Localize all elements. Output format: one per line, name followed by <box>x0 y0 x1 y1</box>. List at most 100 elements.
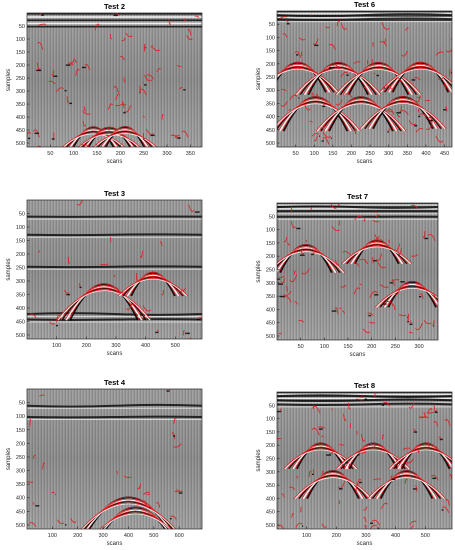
layer-reflection <box>27 318 202 321</box>
hyperbola-reflection <box>367 476 446 500</box>
detected-edge <box>33 129 40 138</box>
detected-edge <box>288 486 296 490</box>
surface-reflection <box>27 16 202 18</box>
detected-edge <box>311 92 314 97</box>
y-tick-label: 100 <box>16 414 25 420</box>
detected-edge <box>359 258 369 265</box>
hyperbola-reflection <box>102 508 169 529</box>
detected-edge <box>405 27 409 32</box>
y-tick-label: 500 <box>16 523 25 529</box>
hyperbola-reflection <box>278 98 353 132</box>
y-tick-label: 500 <box>266 141 275 147</box>
hyperbola-reflection <box>379 68 452 93</box>
hyperbola-reflection <box>68 128 119 147</box>
detected-edge <box>356 398 364 401</box>
detected-edge <box>282 33 288 38</box>
detected-edge <box>449 474 452 479</box>
detected-edge <box>156 329 159 332</box>
y-tick-label: 200 <box>266 443 275 449</box>
detected-edge <box>291 444 351 469</box>
detected-edge <box>435 446 438 449</box>
detected-edge <box>305 470 361 499</box>
y-tick-label: 200 <box>266 254 275 260</box>
detected-edge <box>296 475 299 479</box>
panel-2: Test 6 50 100 150 200 250 300 350 400 450 50 100 150… <box>256 0 453 165</box>
detected-edge <box>328 43 336 51</box>
panel-4: Test 7 50 100 150 200 250 300 50 100 150 200 250 300… <box>256 192 439 358</box>
detected-edge <box>396 112 401 118</box>
detected-edge <box>407 313 409 322</box>
y-tick-label: 450 <box>266 510 275 516</box>
detected-edge <box>87 126 132 147</box>
y-tick-label: 500 <box>16 333 25 339</box>
x-tick-label: 250 <box>139 151 148 157</box>
surface-reflection <box>277 11 452 13</box>
layer-reflection <box>27 415 202 419</box>
detected-edge <box>402 447 411 450</box>
detected-edge <box>125 273 181 297</box>
y-tick-label: 300 <box>266 88 275 94</box>
y-tick-label: 350 <box>266 483 275 489</box>
hyperbola-reflection <box>342 245 412 265</box>
hyperbola-reflection <box>57 289 151 321</box>
hyperbola-reflection <box>65 130 122 147</box>
detected-edge <box>277 100 357 132</box>
hyperbola-reflection <box>81 503 176 529</box>
detected-edge <box>135 273 138 281</box>
hyperbola-reflection <box>100 513 171 529</box>
detected-edge <box>391 304 396 311</box>
radargram-image <box>27 389 202 529</box>
detected-edge <box>69 62 74 66</box>
detected-edge <box>77 132 141 147</box>
surface-reflection <box>27 25 202 28</box>
detected-edge <box>398 247 403 255</box>
detected-edge <box>187 28 192 36</box>
y-tick-label: 450 <box>266 128 275 134</box>
detected-edge <box>277 102 361 132</box>
layer-reflection <box>277 394 452 398</box>
detected-edge <box>356 478 362 487</box>
detected-edge <box>386 281 438 308</box>
detected-edge <box>282 96 349 132</box>
detected-edge <box>419 293 424 299</box>
detected-edge <box>334 307 339 315</box>
hyperbola-reflection <box>383 66 452 93</box>
detected-edge <box>404 478 408 484</box>
detected-edge <box>279 408 282 411</box>
x-tick-label: 200 <box>73 533 82 539</box>
detected-edge <box>145 128 155 135</box>
y-tick-label: 100 <box>266 417 275 423</box>
detected-edge <box>283 296 292 303</box>
hyperbola-reflection <box>277 246 337 274</box>
detected-edge <box>374 287 438 308</box>
detected-edge <box>277 248 342 273</box>
detected-edge <box>358 451 367 454</box>
detected-edge <box>84 63 91 71</box>
detected-edge <box>96 130 154 147</box>
detected-edge <box>381 88 385 91</box>
detected-edge <box>363 217 366 222</box>
detected-edge <box>378 285 438 308</box>
detected-edge <box>387 64 452 93</box>
detected-edge <box>294 68 382 95</box>
detected-edge <box>379 470 434 499</box>
detected-edge <box>64 289 70 294</box>
surface-reflection <box>277 393 452 395</box>
detected-edge <box>322 103 325 106</box>
detected-edge <box>387 108 395 115</box>
detected-edge <box>321 435 324 438</box>
detected-edge <box>129 271 177 297</box>
hyperbola-reflection <box>277 102 361 132</box>
hyperbola-reflection <box>104 506 167 529</box>
detected-edge <box>393 243 401 252</box>
hyperbola-reflection <box>339 66 418 95</box>
detected-edge <box>415 95 421 103</box>
x-tick-label: 50 <box>298 344 304 350</box>
detected-edge <box>277 68 340 93</box>
detected-edge <box>369 321 376 324</box>
hyperbola-reflection <box>400 442 451 470</box>
hyperbola-reflection <box>316 102 406 132</box>
detected-edge <box>278 332 282 335</box>
detected-edge <box>374 392 377 398</box>
detected-edge <box>363 516 367 523</box>
